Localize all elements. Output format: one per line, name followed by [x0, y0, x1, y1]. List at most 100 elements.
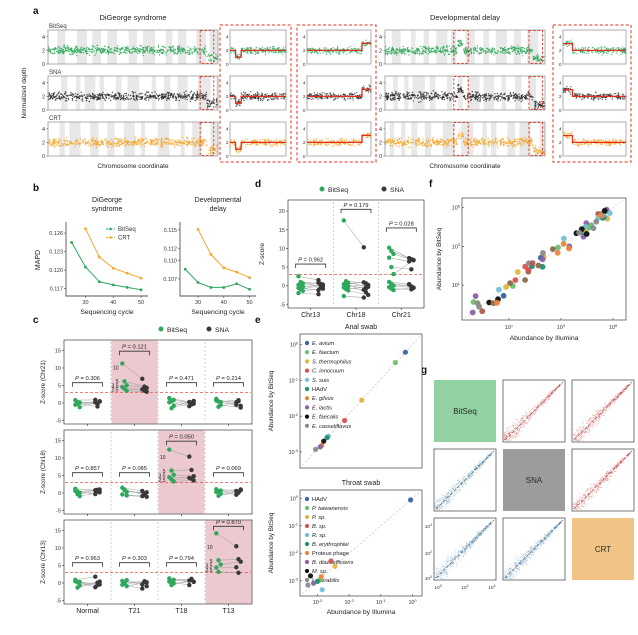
- depth-point: [230, 139, 233, 141]
- depth-point: [506, 49, 508, 51]
- depth-point: [409, 146, 411, 148]
- depth-point: [203, 139, 205, 142]
- depth-point: [464, 137, 467, 140]
- depth-point: [534, 104, 536, 106]
- depth-point: [486, 144, 488, 146]
- depth-point: [455, 94, 457, 97]
- depth-point: [72, 94, 75, 96]
- depth-point: [480, 95, 482, 97]
- depth-point: [215, 101, 217, 104]
- chromosome-band: [391, 30, 401, 64]
- depth-point: [107, 51, 109, 53]
- depth-point: [152, 48, 155, 51]
- depth-point: [120, 95, 123, 98]
- depth-point: [343, 52, 345, 54]
- depth-point: [267, 99, 269, 101]
- depth-point: [76, 142, 78, 144]
- depth-point: [438, 95, 440, 97]
- depth-point: [249, 97, 251, 99]
- depth-point: [109, 48, 111, 51]
- depth-point: [273, 45, 275, 48]
- depth-point: [164, 137, 167, 140]
- depth-point: [499, 99, 502, 101]
- depth-point: [358, 48, 360, 50]
- depth-point: [84, 140, 87, 142]
- depth-point: [202, 50, 205, 52]
- depth-point: [321, 139, 324, 141]
- depth-point: [206, 99, 208, 102]
- depth-point: [524, 97, 526, 100]
- depth-point: [210, 103, 212, 106]
- depth-point: [160, 49, 163, 51]
- depth-point: [532, 150, 535, 152]
- depth-point: [191, 98, 193, 100]
- depth-point: [66, 141, 69, 143]
- depth-point: [71, 53, 74, 55]
- depth-point: [363, 85, 365, 87]
- depth-point: [89, 145, 92, 147]
- chromosome-band: [483, 76, 494, 110]
- depth-point: [205, 96, 207, 98]
- depth-point: [192, 137, 195, 140]
- depth-point: [429, 95, 431, 98]
- depth-point: [280, 52, 282, 54]
- depth-point: [88, 54, 91, 56]
- depth-point: [58, 47, 60, 49]
- depth-point: [166, 51, 168, 53]
- depth-point: [540, 59, 542, 61]
- depth-point: [145, 99, 147, 101]
- depth-point: [515, 141, 517, 143]
- depth-point: [398, 145, 400, 148]
- depth-point: [283, 93, 285, 95]
- y-tick-label: 0: [559, 62, 562, 68]
- depth-point: [201, 97, 204, 99]
- depth-point: [389, 142, 391, 145]
- depth-point: [509, 92, 512, 94]
- depth-point: [110, 138, 113, 141]
- depth-point: [178, 45, 181, 47]
- depth-point: [446, 46, 448, 49]
- depth-point: [237, 100, 239, 103]
- depth-point: [601, 46, 603, 48]
- chromosome-band: [483, 30, 490, 64]
- depth-point: [456, 143, 458, 145]
- chromosome-band: [446, 76, 453, 110]
- depth-point: [178, 47, 180, 50]
- depth-point: [88, 95, 91, 97]
- depth-point: [402, 45, 404, 48]
- depth-point: [176, 48, 179, 50]
- depth-point: [497, 100, 499, 102]
- depth-point: [424, 91, 426, 94]
- depth-point: [76, 96, 78, 98]
- depth-point: [160, 137, 163, 139]
- depth-point: [109, 142, 112, 145]
- depth-point: [171, 49, 173, 52]
- depth-point: [282, 53, 284, 56]
- depth-point: [491, 48, 493, 50]
- depth-point: [500, 47, 502, 49]
- depth-point: [484, 98, 487, 101]
- depth-point: [193, 93, 195, 95]
- depth-point: [171, 142, 173, 145]
- depth-point: [408, 94, 410, 96]
- depth-point: [395, 90, 397, 93]
- depth-point: [354, 92, 356, 95]
- depth-point: [347, 46, 349, 49]
- depth-point: [485, 100, 487, 102]
- depth-point: [59, 50, 61, 52]
- depth-point: [120, 98, 122, 100]
- depth-point: [99, 144, 101, 146]
- depth-point: [105, 52, 107, 54]
- depth-point: [79, 138, 82, 141]
- depth-point: [537, 106, 539, 109]
- depth-point: [386, 141, 388, 143]
- group-title: DiGeorge syndrome: [99, 13, 166, 22]
- depth-point: [117, 96, 119, 99]
- depth-point: [396, 145, 398, 147]
- depth-point: [181, 97, 184, 99]
- depth-point: [112, 51, 114, 54]
- depth-point: [440, 138, 442, 140]
- depth-point: [65, 92, 67, 94]
- depth-point: [118, 93, 121, 96]
- depth-point: [145, 95, 147, 97]
